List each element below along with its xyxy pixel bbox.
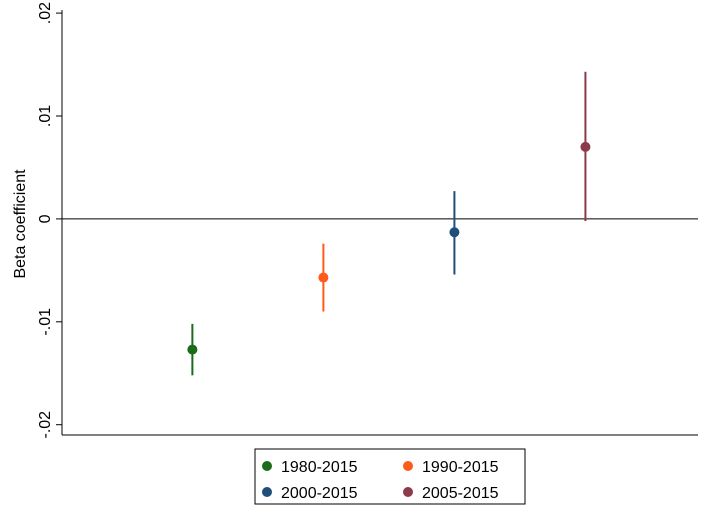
y-tick-label: 0 [37,214,54,223]
legend-label: 1980-2015 [281,459,358,476]
data-marks [187,71,591,376]
y-tick-label: .01 [37,105,54,127]
plot-area [61,10,698,436]
legend-box [254,448,526,505]
legend-marker [403,487,413,497]
point-estimate [318,272,329,283]
legend-marker [403,461,413,471]
point-estimate [449,227,460,238]
legend-label: 1990-2015 [422,459,499,476]
legend-label: 2005-2015 [422,485,499,502]
legend-marker [262,487,272,497]
y-axis: .02 .01 0 -.01 -.02 [37,2,62,439]
legend-marker [262,461,272,471]
legend-label: 2000-2015 [281,485,358,502]
point-estimate [187,344,198,355]
y-tick-label: -.01 [37,308,54,336]
legend: 1980-2015 1990-2015 2000-2015 2005-2015 [254,448,526,505]
y-tick-label: .02 [37,2,54,24]
point-estimate [580,141,591,152]
y-axis-label: Beta coefficient [12,169,29,279]
y-tick-label: -.02 [37,411,54,439]
